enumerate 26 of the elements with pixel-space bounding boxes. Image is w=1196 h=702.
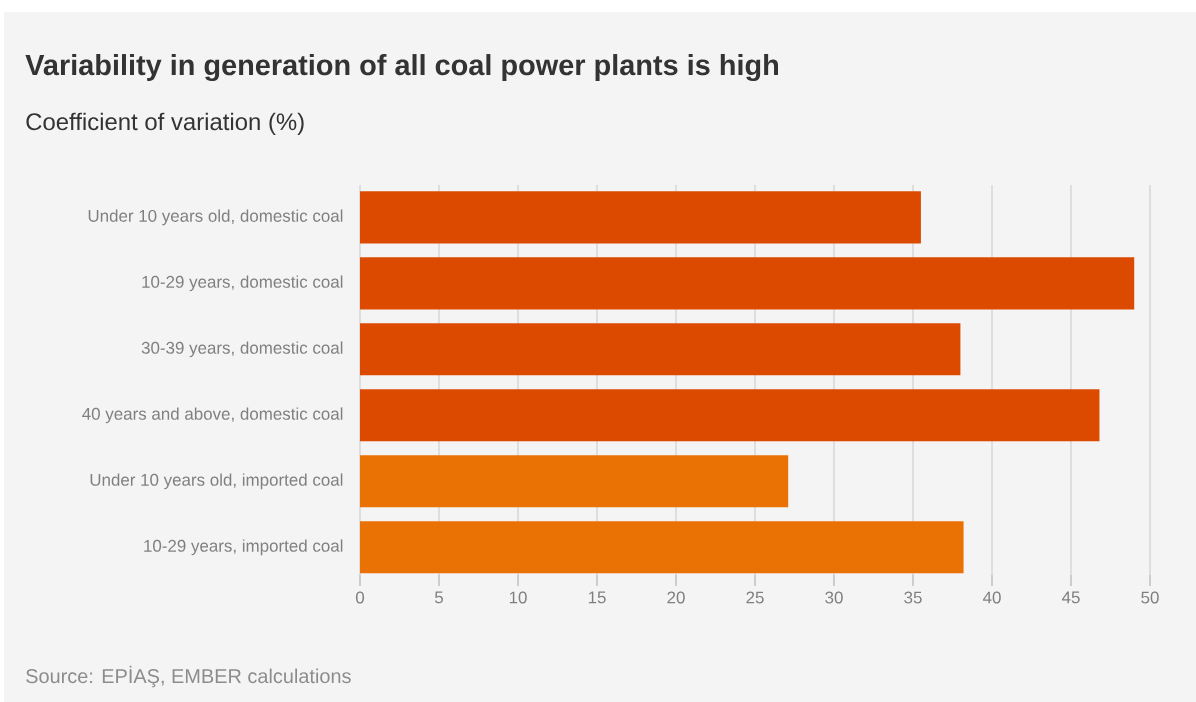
source-note: Source: EPİAŞ, EMBER calculations bbox=[26, 665, 351, 688]
y-tick-label: 40 years and above, domestic coal bbox=[82, 407, 343, 424]
x-tick-label: 25 bbox=[746, 591, 764, 604]
bar bbox=[360, 389, 1100, 442]
bar bbox=[360, 455, 789, 508]
bar bbox=[360, 191, 921, 244]
x-tick-label: 40 bbox=[982, 591, 1001, 604]
bar bbox=[360, 521, 964, 574]
x-tick-label: 45 bbox=[1061, 591, 1080, 604]
x-tick-label: 20 bbox=[667, 591, 685, 604]
x-tick-label: 50 bbox=[1141, 591, 1159, 604]
x-tick-label: 30 bbox=[825, 591, 843, 604]
y-tick-label: 10-29 years, imported coal bbox=[144, 539, 343, 556]
chart-title: Variability in generation of all coal power plants is high bbox=[25, 54, 778, 82]
x-tick-label: 35 bbox=[904, 591, 922, 604]
text: Coefficient of variation (%) bbox=[26, 112, 304, 135]
x-tick-label: 10 bbox=[509, 591, 527, 604]
bar bbox=[360, 323, 961, 376]
y-tick-label: 30-39 years, domestic coal bbox=[141, 341, 343, 358]
y-tick-label: Under 10 years old, imported coal bbox=[90, 473, 343, 490]
y-tick-label: Under 10 years old, domestic coal bbox=[88, 209, 343, 226]
x-tick-label: 15 bbox=[588, 591, 606, 604]
bar bbox=[360, 257, 1135, 310]
x-tick-label: 0 bbox=[355, 591, 365, 604]
x-tick-label: 5 bbox=[434, 591, 443, 604]
y-tick-label: 10-29 years, domestic coal bbox=[142, 275, 343, 292]
